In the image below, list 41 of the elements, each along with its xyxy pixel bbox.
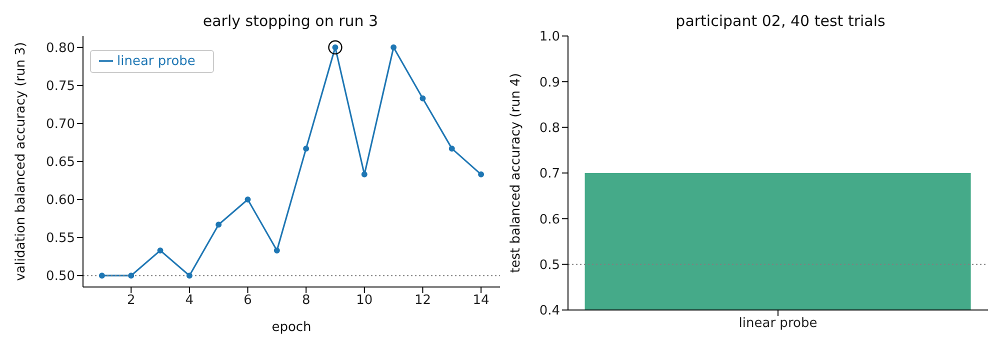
y-tick-label: 0.60 bbox=[46, 193, 75, 208]
point bbox=[244, 196, 251, 203]
x-tick-label: 4 bbox=[185, 293, 194, 308]
point bbox=[274, 247, 280, 254]
point bbox=[157, 247, 164, 254]
x-axis-title: epoch bbox=[272, 320, 312, 335]
point bbox=[448, 146, 455, 152]
x-tick-label: 6 bbox=[244, 293, 252, 308]
y-tick-label: 0.6 bbox=[539, 212, 560, 228]
y-tick-label: 0.55 bbox=[46, 231, 75, 246]
point bbox=[328, 40, 342, 55]
x-tick-label: 2 bbox=[126, 293, 136, 308]
y-axis-title: validation balanced accuracy (run 3) bbox=[14, 42, 29, 281]
y-tick-label: 0.50 bbox=[46, 269, 75, 284]
point bbox=[128, 272, 134, 279]
point bbox=[98, 272, 105, 279]
y-tick-label: 0.9 bbox=[539, 75, 560, 90]
y-tick-label: 0.5 bbox=[539, 258, 560, 273]
y-tick-label: 0.80 bbox=[46, 41, 75, 56]
x-tick-label: 8 bbox=[302, 293, 310, 308]
point bbox=[478, 171, 484, 178]
point bbox=[390, 44, 397, 50]
point bbox=[361, 171, 368, 178]
x-tick-label: 10 bbox=[356, 293, 373, 308]
y-tick-label: 0.70 bbox=[46, 117, 75, 132]
y-tick-label: 0.65 bbox=[46, 155, 75, 170]
legend-label: linear probe bbox=[117, 54, 196, 69]
y-tick-label: 0.4 bbox=[539, 304, 560, 319]
y-tick-label: 1.0 bbox=[539, 30, 560, 45]
point bbox=[303, 146, 310, 152]
x-tick-label: 14 bbox=[472, 293, 490, 308]
y-axis-title: test balanced accuracy (run 4) bbox=[508, 73, 524, 273]
chart-title: participant 02, 40 test trials bbox=[674, 12, 886, 30]
x-tick-label: 12 bbox=[414, 293, 431, 308]
point bbox=[186, 272, 192, 279]
y-tick-label: 0.7 bbox=[539, 166, 560, 182]
y-tick-label: 0.75 bbox=[46, 79, 75, 94]
point bbox=[216, 222, 222, 228]
y-tick-label: 0.8 bbox=[539, 120, 560, 136]
chart-title: early stopping on run 3 bbox=[202, 12, 380, 30]
point bbox=[420, 95, 426, 102]
